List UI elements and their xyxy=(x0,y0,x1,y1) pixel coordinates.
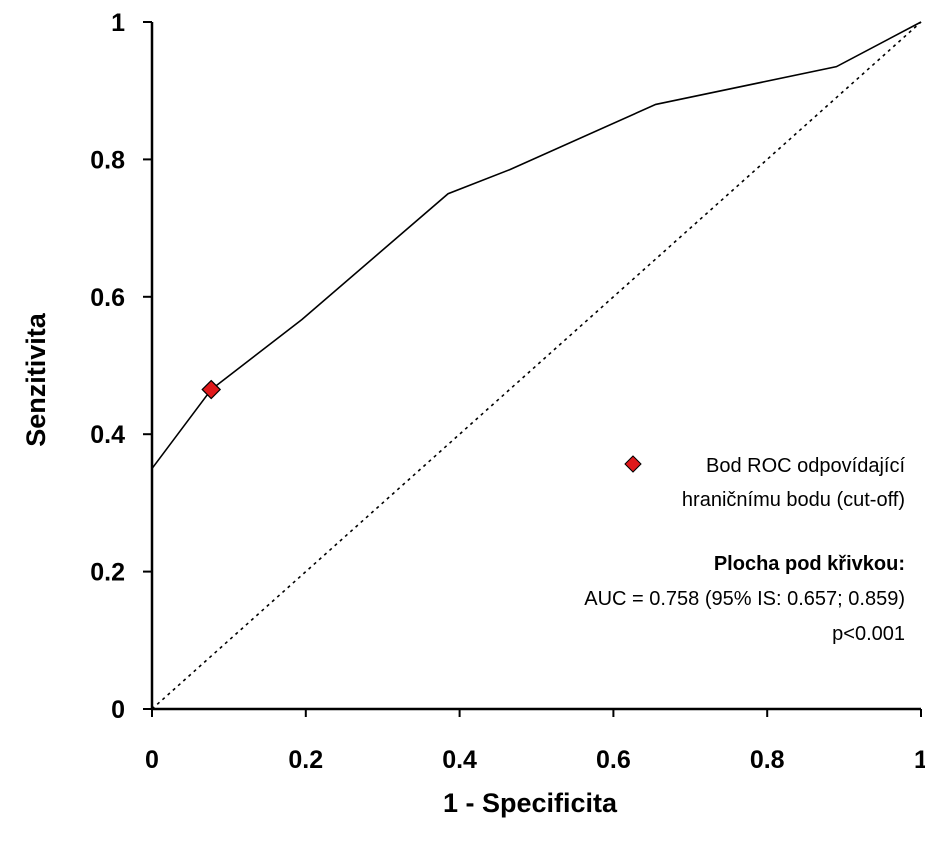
x-tick-label: 0.8 xyxy=(750,746,785,774)
roc-curve-line xyxy=(151,21,922,470)
y-tick-label: 0.4 xyxy=(90,421,125,449)
y-tick-label: 0.2 xyxy=(90,559,125,587)
y-tick-label: 1 xyxy=(111,9,125,37)
auc-annotation: Plocha pod křivkou: AUC = 0.758 (95% IS:… xyxy=(584,553,905,645)
auc-value: AUC = 0.758 (95% IS: 0.657; 0.859) xyxy=(584,588,905,610)
legend-diamond-marker xyxy=(624,455,642,473)
cutoff-point-marker xyxy=(201,379,222,400)
y-tick-label: 0.6 xyxy=(90,284,125,312)
x-tick-label: 0 xyxy=(145,746,159,774)
y-axis-title: Senzitivita xyxy=(21,312,51,447)
x-tick-label: 0.6 xyxy=(596,746,631,774)
legend: Bod ROC odpovídající hraničnímu bodu (cu… xyxy=(624,455,905,511)
legend-line-2: hraničnímu bodu (cut-off) xyxy=(682,489,905,511)
legend-line-1: Bod ROC odpovídající xyxy=(706,455,905,477)
x-axis-title: 1 - Specificita xyxy=(443,788,618,818)
y-tick-label: 0.8 xyxy=(90,146,125,174)
p-value: p<0.001 xyxy=(832,623,905,645)
x-tick-label: 1 xyxy=(914,746,925,774)
auc-title: Plocha pod křivkou: xyxy=(714,553,905,575)
y-tick-label: 0 xyxy=(111,696,125,724)
x-tick-label: 0.4 xyxy=(442,746,477,774)
x-tick-label: 0.2 xyxy=(288,746,323,774)
